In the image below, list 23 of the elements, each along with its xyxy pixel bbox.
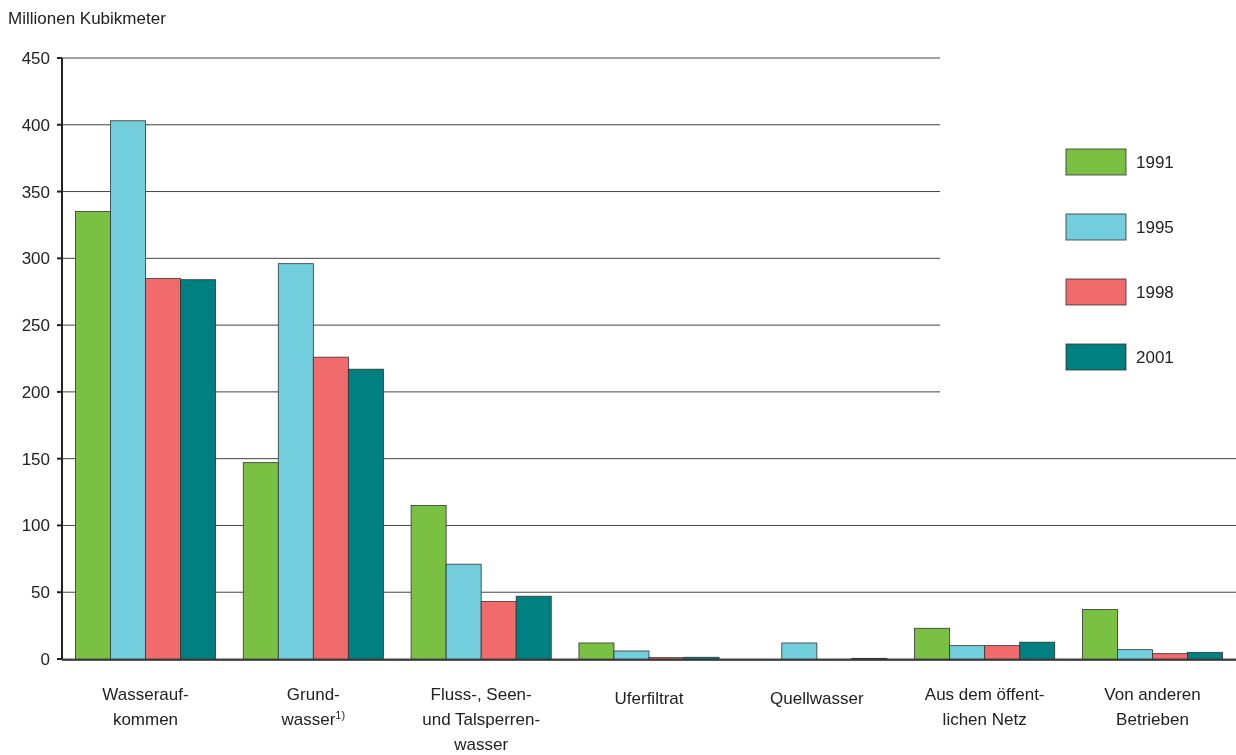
y-tick-label: 400 <box>21 115 50 135</box>
legend-label: 1998 <box>1136 282 1174 302</box>
y-tick-label: 0 <box>40 649 50 669</box>
legend-label: 2001 <box>1136 347 1174 367</box>
y-tick-label: 100 <box>21 516 50 536</box>
x-tick-label: Quellwasser <box>770 689 864 708</box>
legend-label: 1995 <box>1136 217 1174 237</box>
y-tick-label: 350 <box>21 182 50 202</box>
x-tick-label: Uferfiltrat <box>614 689 684 708</box>
y-tick-label: 250 <box>21 316 50 336</box>
y-tick-label: 450 <box>21 48 50 68</box>
x-tick-label: Fluss-, Seen- und Talsperren- wasser <box>422 685 541 754</box>
y-tick-label: 50 <box>31 583 50 603</box>
x-tick-label: Von anderen Betrieben <box>1104 685 1201 729</box>
legend-label: 1991 <box>1136 152 1174 172</box>
y-tick-label: 200 <box>21 382 50 402</box>
x-tick-label: Aus dem öffent- lichen Netz <box>924 685 1045 729</box>
x-tick-label: Grund- wasser$^{1)}$ <box>280 685 346 729</box>
bar <box>781 642 818 660</box>
y-axis-title: Millionen Kubikmeter <box>8 9 167 28</box>
x-tick-label: Wasserauf- kommen <box>102 685 189 729</box>
y-tick-label: 300 <box>21 249 50 269</box>
y-tick-label: 150 <box>21 449 50 469</box>
